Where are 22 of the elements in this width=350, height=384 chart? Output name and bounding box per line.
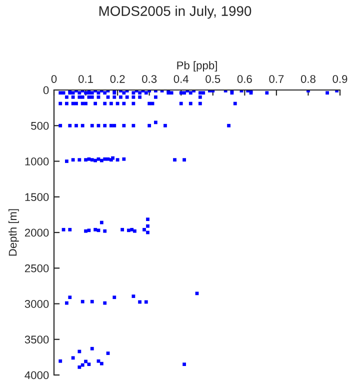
x-tick-label: 0.1	[78, 75, 93, 83]
x-tick-label: 0.3	[142, 75, 157, 83]
x-tick-label: 0.8	[300, 75, 316, 83]
x-tick-label: 0.7	[269, 75, 284, 83]
y-tick-label: 500	[31, 122, 49, 130]
chart-title: MODS2005 in July, 1990	[99, 6, 252, 19]
x-tick-label: 0.2	[110, 75, 125, 83]
x-tick-label: 0.4	[174, 75, 189, 83]
y-tick-label: 3000	[24, 300, 49, 308]
y-tick-label: 2000	[24, 228, 49, 237]
y-tick-label: 1500	[25, 193, 49, 202]
y-tick-label: 3500	[24, 336, 49, 344]
x-tick-label: 0.9	[332, 75, 348, 83]
x-tick-label: 0.6	[237, 75, 252, 83]
y-axis-title: Depth [m]	[8, 209, 19, 256]
y-tick-label: 2500	[24, 264, 49, 272]
x-axis-title: Pb [ppb]	[177, 61, 217, 72]
y-tick-label: 4000	[24, 371, 49, 380]
x-tick-label: 0	[51, 75, 57, 83]
y-tick-label: 1000	[25, 158, 49, 166]
y-tick-label: 0	[43, 86, 49, 94]
x-tick-label: 0.5	[206, 75, 220, 83]
